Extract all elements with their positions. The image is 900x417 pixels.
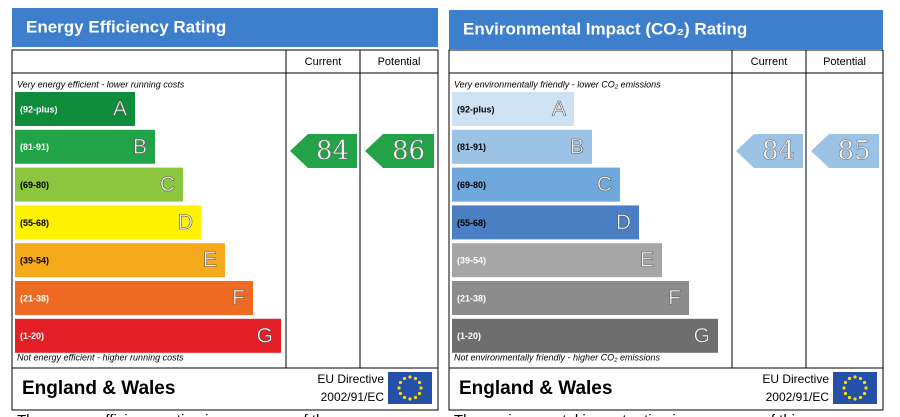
eu-star <box>419 386 423 390</box>
eu-star <box>843 380 848 385</box>
band-range: (92-plus) <box>457 104 495 114</box>
band <box>452 281 689 315</box>
eu-star <box>862 391 867 396</box>
band <box>452 318 718 353</box>
bottom-note: Not energy efficient - higher running co… <box>17 352 184 362</box>
header-bar <box>449 10 883 49</box>
eu-star <box>842 386 846 390</box>
rating-value: 84 <box>316 136 349 166</box>
eu-star <box>858 395 863 400</box>
rating-value: 84 <box>762 136 795 166</box>
rating-arrow <box>365 134 434 168</box>
caption: The environmental impact rating is a mea… <box>454 412 803 417</box>
band <box>15 205 201 240</box>
band-letter: C <box>160 173 175 196</box>
bottom-note: Not environmentally friendly - higher CO… <box>454 352 661 362</box>
band <box>452 167 620 202</box>
eu-star <box>413 376 418 381</box>
frame <box>448 49 884 411</box>
eu-star <box>398 380 403 385</box>
eu-star <box>413 395 418 400</box>
band-letter: G <box>257 324 273 347</box>
eu-star <box>853 375 857 379</box>
eu-star <box>853 397 857 401</box>
panel-title: Environmental Impact (CO₂) Rating <box>463 19 747 38</box>
band <box>15 92 135 126</box>
band-letter: G <box>694 324 710 347</box>
band-range: (69-80) <box>20 180 49 190</box>
directive: EU Directive <box>762 372 829 386</box>
band-range: (92-plus) <box>20 104 58 114</box>
eu-star <box>408 375 412 379</box>
band-range: (1-20) <box>457 331 481 341</box>
eu-star <box>398 391 403 396</box>
eu-star <box>843 391 848 396</box>
band <box>452 129 592 164</box>
band-range: (69-80) <box>457 180 486 190</box>
band-letter: A <box>552 98 566 121</box>
band-range: (55-68) <box>457 218 486 228</box>
directive-code: 2002/91/EC <box>321 390 385 404</box>
top-note: Very environmentally friendly - lower CO… <box>454 79 661 89</box>
frame <box>11 49 439 411</box>
band-letter: D <box>616 211 631 234</box>
band-letter: D <box>178 211 193 234</box>
column-header: Current <box>305 56 342 68</box>
rating-value: 85 <box>837 136 870 166</box>
rating-value: 86 <box>392 136 425 166</box>
region: England & Wales <box>22 378 175 399</box>
band <box>15 129 155 164</box>
rating-arrow <box>290 134 357 168</box>
eu-star <box>847 395 852 400</box>
eu-star <box>397 386 401 390</box>
band-range: (1-20) <box>20 331 44 341</box>
eu-star <box>402 395 407 400</box>
band-letter: A <box>113 98 127 121</box>
band <box>15 318 281 353</box>
eu-star <box>408 397 412 401</box>
column-header: Current <box>751 56 788 68</box>
band-range: (21-38) <box>20 293 49 303</box>
band-letter: F <box>232 287 245 310</box>
band <box>15 281 253 315</box>
band <box>15 243 225 278</box>
region: England & Wales <box>459 378 612 399</box>
band-range: (81-91) <box>20 142 49 152</box>
column-header: Potential <box>823 56 866 68</box>
band <box>15 167 183 202</box>
eu-star <box>417 391 422 396</box>
directive: EU Directive <box>317 372 384 386</box>
band <box>452 205 639 240</box>
panel-title: Energy Efficiency Rating <box>26 17 226 36</box>
rating-arrow <box>736 134 803 168</box>
caption: The energy efficiency rating is a measur… <box>17 412 333 417</box>
eu-star <box>402 376 407 381</box>
eu-star <box>417 380 422 385</box>
band-letter: B <box>570 135 584 158</box>
header-bar <box>12 8 438 47</box>
top-note: Very energy efficient - lower running co… <box>17 79 185 89</box>
eu-star <box>858 376 863 381</box>
band-letter: E <box>640 249 654 272</box>
directive-code: 2002/91/EC <box>766 390 830 404</box>
eu-star <box>862 380 867 385</box>
band-letter: C <box>597 173 612 196</box>
column-header: Potential <box>378 56 421 68</box>
band-range: (55-68) <box>20 218 49 228</box>
band-range: (39-54) <box>20 256 49 266</box>
band-range: (21-38) <box>457 293 486 303</box>
band-letter: B <box>133 135 147 158</box>
band <box>452 92 574 126</box>
band-range: (81-91) <box>457 142 486 152</box>
rating-arrow <box>811 134 879 168</box>
eu-star <box>847 376 852 381</box>
band-range: (39-54) <box>457 256 486 266</box>
band-letter: F <box>668 287 681 310</box>
band <box>452 243 662 278</box>
band-letter: E <box>203 249 217 272</box>
eu-star <box>864 386 868 390</box>
